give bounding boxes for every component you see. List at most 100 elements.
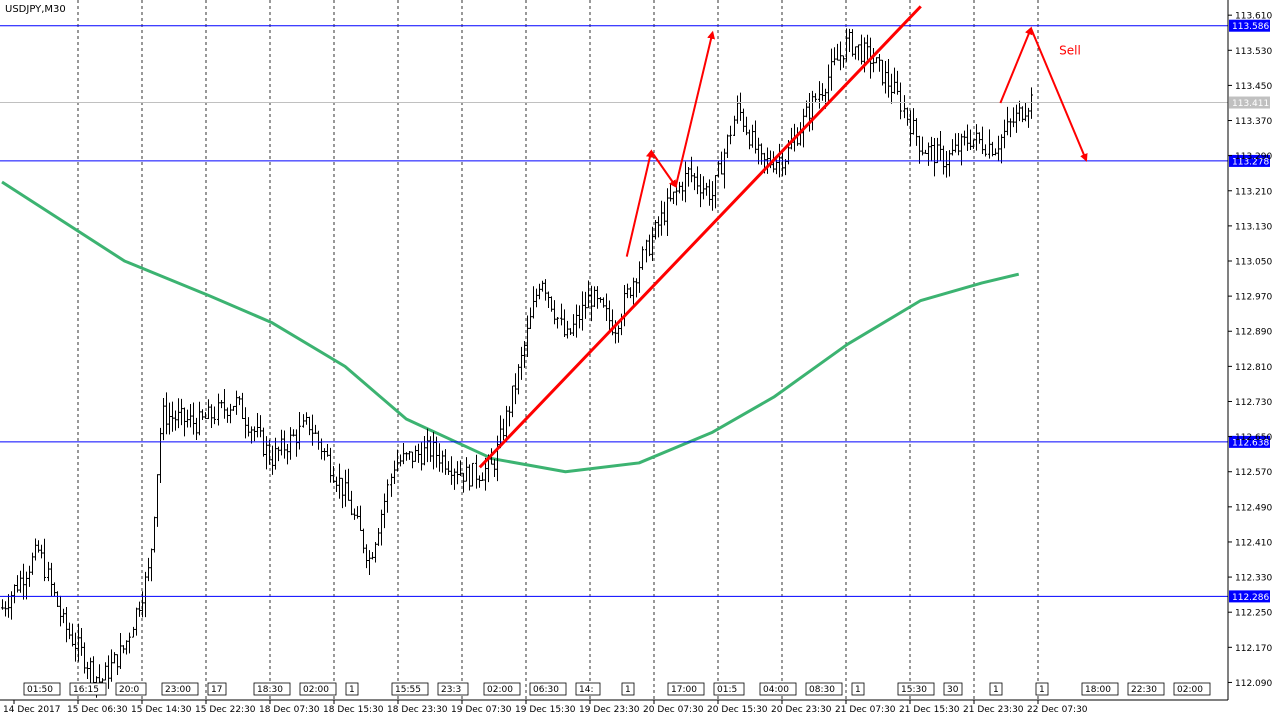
price-level-tag [1229, 19, 1270, 32]
session-marker [161, 682, 199, 696]
y-tick-label: 112.250 [1235, 609, 1272, 619]
x-tick-label: 15 Dec 22:30 [195, 705, 256, 715]
session-marker [299, 682, 337, 696]
x-tick-label: 18 Dec 15:30 [323, 705, 384, 715]
x-tick-label: 18 Dec 23:30 [387, 705, 448, 715]
x-tick-label: 19 Dec 15:30 [515, 705, 576, 715]
projection-arrow[interactable] [999, 26, 1033, 104]
y-tick-label: 113.130 [1235, 222, 1272, 232]
session-marker-label: 02:00 [487, 685, 513, 695]
x-tick-label: 22 Dec 07:30 [1027, 705, 1088, 715]
time-axis: 14 Dec 2017 15 Dec 06:30 15 Dec 14:30 15 De… [0, 699, 1228, 715]
session-marker [253, 682, 291, 696]
x-tick-label: 19 Dec 07:30 [451, 705, 512, 715]
y-tick-label: 112.730 [1235, 398, 1272, 408]
y-tick-label: 113.610 [1235, 12, 1272, 22]
session-marker [943, 682, 963, 696]
moving-average-line [1, 180, 1020, 474]
y-tick-label: 112.810 [1235, 363, 1272, 373]
session-marker [667, 682, 705, 696]
session-marker [1127, 682, 1165, 696]
price-level-label: 112.286 [1232, 593, 1269, 603]
session-marker [1081, 682, 1119, 696]
session-marker-label: 17 [211, 685, 222, 695]
levels-layer[interactable]: 113.586 113.278 112.638 112.286 113.411 [0, 19, 1270, 603]
session-marker-label: 23:00 [165, 685, 191, 695]
session-marker [1173, 682, 1211, 696]
projection-arrow[interactable] [674, 30, 715, 187]
session-marker [345, 682, 359, 696]
y-tick-label: 113.370 [1235, 117, 1272, 127]
y-tick-label: 112.090 [1235, 679, 1272, 689]
session-marker [207, 682, 227, 696]
y-tick-label: 112.410 [1235, 538, 1272, 548]
annotations-layer[interactable]: Sell [478, 5, 1088, 469]
session-marker [805, 682, 843, 696]
session-marker-label: 1 [993, 685, 999, 695]
symbol-title: USDJPY,M30 [5, 4, 66, 15]
x-tick-label: 21 Dec 15:30 [899, 705, 960, 715]
session-marker-label: 01:5 [717, 685, 737, 695]
session-marker [989, 682, 1003, 696]
session-marker [713, 682, 745, 696]
projection-arrow[interactable] [1030, 27, 1088, 162]
session-marker-label: 01:50 [27, 685, 53, 695]
x-tick-label: 14 Dec 2017 [3, 705, 61, 715]
price-level-tag [1229, 435, 1270, 448]
session-marker-label: 22:30 [1131, 685, 1157, 695]
y-tick-label: 113.050 [1235, 258, 1272, 268]
x-tick-label: 20 Dec 15:30 [707, 705, 768, 715]
session-marker [437, 682, 469, 696]
session-marker-label: 1 [1039, 685, 1045, 695]
session-marker-label: 30 [947, 685, 959, 695]
x-tick-label: 20 Dec 23:30 [771, 705, 832, 715]
price-level-label: 112.638 [1232, 438, 1269, 448]
price-axis: 113.610113.530113.450113.370113.290113.2… [1227, 0, 1272, 700]
y-tick-label: 112.170 [1235, 644, 1272, 654]
current-price-tag [1229, 96, 1270, 109]
y-tick-label: 113.450 [1235, 82, 1272, 92]
price-level-label: 113.278 [1232, 157, 1269, 167]
x-tick-label: 21 Dec 23:30 [963, 705, 1024, 715]
grid-layer [77, 0, 1039, 700]
session-marker-label: 1 [349, 685, 355, 695]
session-marker-label: 02:00 [1177, 685, 1203, 695]
session-marker-label: 1 [625, 685, 631, 695]
x-tick-label: 19 Dec 23:30 [579, 705, 640, 715]
price-level-tag [1229, 590, 1270, 603]
session-marker-label: 15:30 [901, 685, 927, 695]
session-marker-label: 04:00 [763, 685, 789, 695]
y-tick-label: 113.290 [1235, 152, 1272, 162]
x-tick-label: 15 Dec 06:30 [67, 705, 128, 715]
trend-line[interactable] [478, 5, 922, 469]
session-marker-label: 17:00 [671, 685, 697, 695]
session-marker [529, 682, 567, 696]
candles-layer [1, 28, 1033, 698]
x-tick-label: 21 Dec 07:30 [835, 705, 896, 715]
x-tick-label: 15 Dec 14:30 [131, 705, 192, 715]
y-tick-label: 113.210 [1235, 187, 1272, 197]
session-marker [69, 682, 107, 696]
y-tick-label: 112.570 [1235, 468, 1272, 478]
session-marker-label: 23:3 [441, 685, 461, 695]
price-level-tag [1229, 154, 1270, 167]
x-tick-label: 20 Dec 07:30 [643, 705, 704, 715]
x-tick-label: 18 Dec 07:30 [259, 705, 320, 715]
y-tick-label: 112.650 [1235, 433, 1272, 443]
session-marker-label: 14: [579, 685, 593, 695]
session-marker [759, 682, 797, 696]
current-price-label: 113.411 [1232, 99, 1269, 109]
session-markers: 01:50 16:15 20:0 23:00 17 18:30 02:00 1 15:55 23:… [23, 682, 1211, 696]
y-tick-label: 112.490 [1235, 503, 1272, 513]
projection-arrow[interactable] [650, 150, 677, 189]
y-tick-label: 112.330 [1235, 574, 1272, 584]
session-marker-label: 02:00 [303, 685, 329, 695]
projection-arrow[interactable] [625, 149, 654, 257]
session-marker [115, 682, 147, 696]
session-marker [897, 682, 935, 696]
session-marker [23, 682, 61, 696]
y-tick-label: 112.890 [1235, 328, 1272, 338]
session-marker-label: 18:00 [1085, 685, 1111, 695]
